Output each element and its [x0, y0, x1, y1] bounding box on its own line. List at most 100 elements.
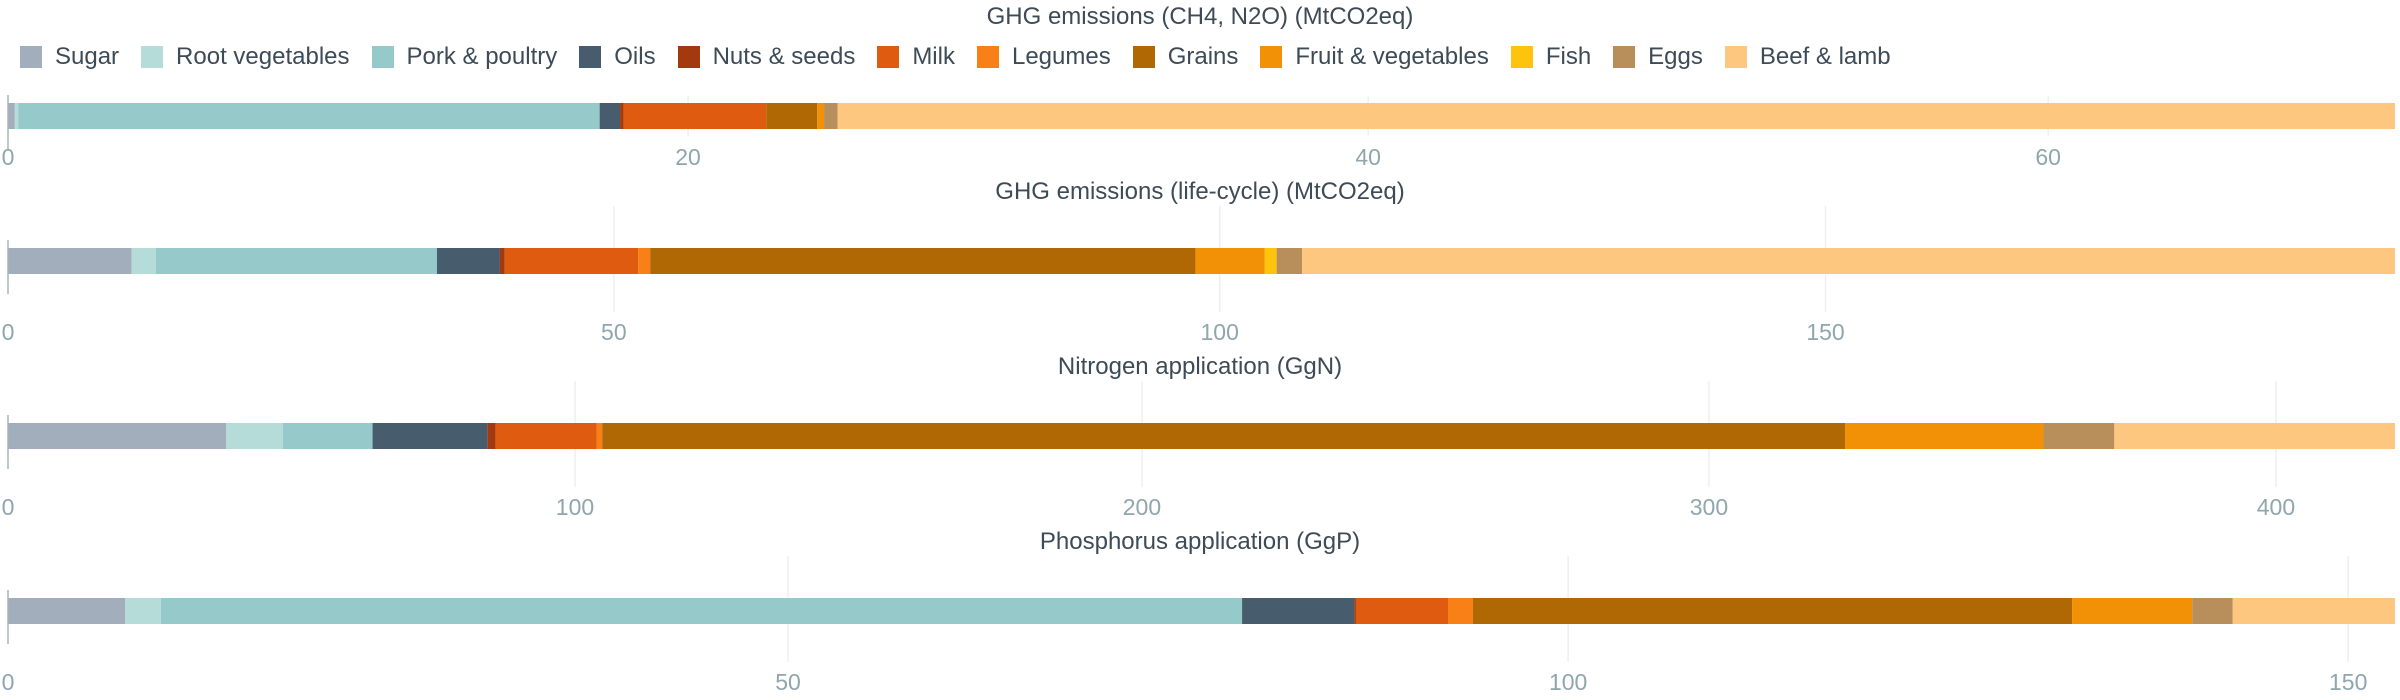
tick-label: 150 [2329, 669, 2367, 695]
bar-segment-eggs[interactable] [2192, 598, 2233, 624]
bar-segment-milk[interactable] [495, 423, 597, 449]
tick-label: 0 [2, 669, 15, 695]
bar-segment-milk[interactable] [504, 248, 639, 274]
legend-item[interactable]: Sugar [20, 43, 119, 71]
legend-item[interactable]: Eggs [1613, 43, 1703, 71]
bar-segment-sugar[interactable] [8, 598, 126, 624]
legend-item[interactable]: Milk [877, 43, 955, 71]
chart-panel: GHG emissions (life-cycle) (MtCO2eq) 0 50 1… [2, 178, 2395, 345]
bar-segment-eggs[interactable] [1276, 248, 1303, 274]
bar-segment-fruit-vegetables[interactable] [1845, 423, 2044, 449]
tick-label: 400 [2257, 494, 2295, 520]
legend-label: Milk [912, 43, 955, 70]
chart-title: Phosphorus application (GgP) [1040, 528, 1360, 555]
bar-segment-beef-lamb[interactable] [837, 103, 2396, 129]
legend-item[interactable]: Grains [1132, 43, 1239, 71]
legend-swatch [1613, 46, 1636, 68]
legend-item[interactable]: Nuts & seeds [677, 43, 856, 71]
bar-segment-pork-poultry[interactable] [155, 248, 437, 274]
bar-segment-grains[interactable] [766, 103, 818, 129]
bar-segment-oils[interactable] [372, 423, 488, 449]
bar-segment-eggs[interactable] [2043, 423, 2115, 449]
legend-item[interactable]: Fruit & vegetables [1260, 43, 1489, 71]
tick-label: 40 [1355, 144, 1381, 170]
legend-item[interactable]: Legumes [976, 43, 1111, 71]
legend-label: Fruit & vegetables [1295, 43, 1489, 70]
legend-swatch [677, 46, 700, 68]
bar-segment-nuts-seeds[interactable] [1354, 598, 1356, 624]
legend-swatch [877, 46, 900, 68]
legend-swatch [1724, 46, 1747, 68]
bar-segment-grains[interactable] [1472, 598, 2073, 624]
chart-title: GHG emissions (life-cycle) (MtCO2eq) [995, 178, 1404, 205]
legend-swatch [1510, 46, 1533, 68]
legend-swatch [371, 46, 394, 68]
bar-segment-pork-poultry[interactable] [160, 598, 1243, 624]
legend-item[interactable]: Root vegetables [141, 43, 350, 71]
bar-segment-nuts-seeds[interactable] [620, 103, 624, 129]
legend-swatch [579, 46, 602, 68]
bar-segment-fish[interactable] [1264, 248, 1277, 274]
bar-segment-sugar[interactable] [8, 423, 227, 449]
bar-segment-fruit-vegetables[interactable] [817, 103, 825, 129]
chart-title: Nitrogen application (GgN) [1058, 353, 1342, 380]
legend-item[interactable]: Oils [579, 43, 656, 71]
bar-segment-sugar[interactable] [8, 103, 15, 129]
bar-segment-fruit-vegetables[interactable] [2072, 598, 2193, 624]
chart-title: GHG emissions (CH4, N2O) (MtCO2eq) [987, 3, 1414, 30]
bar-segment-root-vegetables[interactable] [226, 423, 283, 449]
bar-segment-fruit-vegetables[interactable] [1195, 248, 1265, 274]
bar-segment-beef-lamb[interactable] [2232, 598, 2395, 624]
legend-label: Nuts & seeds [712, 43, 856, 70]
tick-label: 0 [2, 144, 15, 170]
bar-segment-grains[interactable] [650, 248, 1196, 274]
tick-label: 20 [675, 144, 701, 170]
bar-segment-sugar[interactable] [8, 248, 132, 274]
bar-segment-root-vegetables[interactable] [14, 103, 19, 129]
legend-label: Sugar [55, 43, 120, 70]
legend-label: Root vegetables [176, 43, 350, 70]
bar-segment-nuts-seeds[interactable] [487, 423, 496, 449]
bar-segment-eggs[interactable] [824, 103, 838, 129]
legend-label: Beef & lamb [1759, 43, 1891, 70]
legend-swatch [20, 46, 42, 68]
bar-segment-oils[interactable] [436, 248, 500, 274]
bar-segment-pork-poultry[interactable] [282, 423, 373, 449]
chart-panel: GHG emissions (CH4, N2O) (MtCO2eq) 0 20 40 6… [2, 3, 2396, 170]
bar-segment-root-vegetables[interactable] [125, 598, 161, 624]
tick-label: 0 [2, 319, 15, 345]
chart-panel: Phosphorus application (GgP) 0 50 100 150 [2, 528, 2395, 695]
tick-label: 200 [1123, 494, 1161, 520]
tick-label: 50 [601, 319, 627, 345]
bar-segment-nuts-seeds[interactable] [499, 248, 505, 274]
legend-swatch [1260, 46, 1283, 68]
legend-swatch [976, 46, 999, 68]
chart-panel: Nitrogen application (GgN) 0 100 200 300 400 [2, 353, 2395, 520]
bar-segment-milk[interactable] [1355, 598, 1449, 624]
bar-segment-grains[interactable] [602, 423, 1846, 449]
bar-segment-legumes[interactable] [638, 248, 651, 274]
bar-segment-oils[interactable] [1242, 598, 1355, 624]
bar-segment-legumes[interactable] [596, 423, 603, 449]
legend-label: Grains [1167, 43, 1239, 70]
legend-item[interactable]: Fish [1510, 43, 1591, 71]
bar-segment-milk[interactable] [623, 103, 767, 129]
legend-label: Oils [614, 43, 656, 70]
tick-label: 150 [1806, 319, 1844, 345]
bar-segment-root-vegetables[interactable] [131, 248, 156, 274]
legend-swatch [141, 46, 164, 68]
legend-label: Pork & poultry [406, 43, 558, 70]
bar-segment-legumes[interactable] [1448, 598, 1473, 624]
tick-label: 300 [1690, 494, 1728, 520]
legend-item[interactable]: Beef & lamb [1724, 43, 1891, 71]
bar-segment-pork-poultry[interactable] [18, 103, 600, 129]
legend: Sugar Root vegetables Pork & poultry Oils Nu… [20, 42, 1913, 72]
tick-label: 0 [2, 494, 15, 520]
tick-label: 100 [1549, 669, 1587, 695]
legend-item[interactable]: Pork & poultry [371, 43, 558, 71]
bar-segment-beef-lamb[interactable] [2114, 423, 2395, 449]
bar-segment-oils[interactable] [599, 103, 621, 129]
bar-segment-beef-lamb[interactable] [1302, 248, 2395, 274]
tick-label: 50 [775, 669, 801, 695]
